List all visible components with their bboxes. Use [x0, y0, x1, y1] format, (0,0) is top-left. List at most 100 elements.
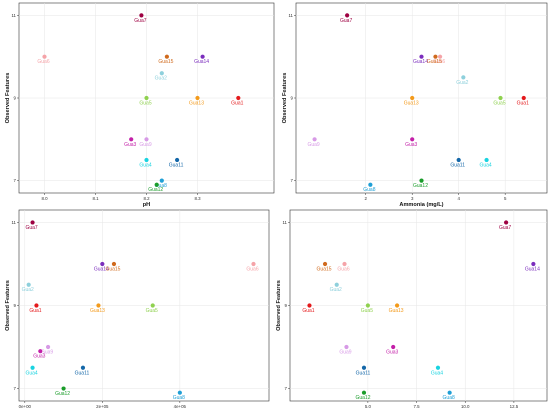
point-label: Gua2	[330, 287, 342, 293]
y-tick-label: 11	[11, 13, 16, 18]
x-tick-label: 3	[411, 196, 414, 201]
x-tick-label: 5.0	[365, 404, 372, 409]
y-tick-label: 7	[14, 386, 17, 391]
point-label: Gua14	[525, 266, 540, 272]
point-label: Gua5	[361, 308, 373, 314]
y-axis-title: Observed Features	[282, 73, 288, 124]
data-point	[154, 182, 159, 187]
y-tick-label: 9	[291, 96, 294, 101]
point-label: Gua6	[433, 59, 445, 65]
point-label: Gua7	[134, 18, 146, 24]
point-label: Gua1	[29, 308, 41, 314]
data-point	[391, 344, 396, 350]
x-axis-title: pH	[143, 202, 150, 208]
point-label: Gua14	[413, 59, 428, 65]
data-point	[200, 54, 205, 59]
point-label: Gua14	[94, 266, 109, 272]
point-label: Gua2	[155, 76, 167, 82]
point-label: Gua12	[413, 183, 428, 189]
y-tick-label: 7	[285, 386, 288, 391]
data-point	[150, 303, 155, 308]
point-label: Gua9	[339, 350, 351, 356]
point-label: Gua15	[105, 266, 120, 272]
point-label: Gua2	[456, 80, 468, 86]
data-point	[30, 365, 35, 370]
y-tick-label: 7	[291, 178, 294, 183]
data-point	[144, 95, 149, 101]
point-label: Gua9	[307, 142, 319, 148]
point-label: Gua11	[75, 370, 90, 376]
data-point	[322, 261, 328, 267]
point-label: Gua14	[194, 59, 209, 65]
data-point	[159, 71, 164, 76]
data-point	[175, 157, 180, 163]
point-label: Gua12	[148, 187, 163, 193]
data-point	[419, 178, 424, 183]
data-point	[394, 303, 400, 308]
point-label: Gua8	[363, 187, 375, 193]
data-point	[368, 182, 373, 187]
point-label: Gua15	[317, 266, 332, 272]
data-point	[484, 157, 489, 163]
data-point	[30, 220, 35, 225]
point-label: Gua13	[389, 308, 404, 314]
data-point	[96, 303, 101, 308]
point-label: Gua9	[139, 142, 151, 148]
data-point	[419, 54, 424, 59]
point-label: Gua1	[302, 308, 314, 314]
point-label: Gua5	[139, 101, 151, 107]
y-tick-label: 7	[14, 178, 17, 183]
point-label: Gua11	[169, 162, 184, 168]
x-tick-label: 8.1	[92, 196, 99, 201]
point-label: Gua4	[139, 162, 151, 168]
point-label: Gua5	[493, 101, 505, 107]
point-label: Gua2	[22, 287, 34, 293]
point-label: Gua12	[55, 391, 70, 397]
point-label: Gua6	[37, 59, 49, 65]
data-point	[344, 344, 349, 350]
y-tick-label: 9	[14, 96, 17, 101]
x-axis-title: Ammonia (mg/L)	[399, 202, 443, 208]
data-point	[437, 54, 443, 59]
data-point	[159, 178, 164, 183]
y-tick-label: 9	[285, 303, 288, 308]
point-label: Gua8	[443, 395, 455, 401]
data-point	[433, 54, 438, 59]
data-point	[34, 303, 39, 308]
point-label: Gua8	[155, 183, 167, 189]
data-point	[144, 157, 149, 163]
data-point	[435, 365, 441, 370]
data-point	[38, 349, 43, 354]
data-point	[461, 75, 466, 80]
data-point	[410, 137, 415, 142]
y-axis-title: Observed Features	[5, 280, 11, 331]
point-label: Gua12	[355, 395, 370, 401]
x-tick-label: 8.3	[194, 196, 201, 201]
panel-ammonia: 2 3 4 5 7 9 11 Ammonia (mg/L) Observed Features G…	[282, 2, 548, 208]
point-label: Gua13	[189, 101, 204, 107]
x-tick-label: 8.0	[41, 196, 48, 201]
data-point	[164, 54, 169, 59]
point-label: Gua3	[405, 142, 417, 148]
point-label: Gua7	[499, 225, 511, 231]
x-tick-label: 5	[504, 196, 507, 201]
data-point	[504, 220, 509, 225]
x-tick-label: 7.5	[413, 404, 420, 409]
point-label: Gua4	[479, 162, 491, 168]
point-label: Gua13	[90, 308, 105, 314]
point-label: Gua5	[146, 308, 158, 314]
point-label: Gua1	[517, 101, 529, 107]
y-axis-title: Observed Features	[276, 280, 282, 331]
data-point	[42, 54, 47, 59]
panel-ph: 8.0 8.1 8.2 8.3 7 9 11 pH Observed Features Gua7 G…	[5, 2, 275, 208]
data-point	[45, 344, 51, 350]
y-tick-label: 11	[288, 13, 293, 18]
data-point	[447, 390, 452, 395]
x-tick-label: 0e+00	[19, 404, 32, 409]
x-tick-label: 10.0	[461, 404, 470, 409]
point-label: Gua15	[158, 59, 173, 65]
y-axis-title: Observed Features	[5, 73, 11, 124]
point-label: Gua11	[356, 370, 371, 376]
